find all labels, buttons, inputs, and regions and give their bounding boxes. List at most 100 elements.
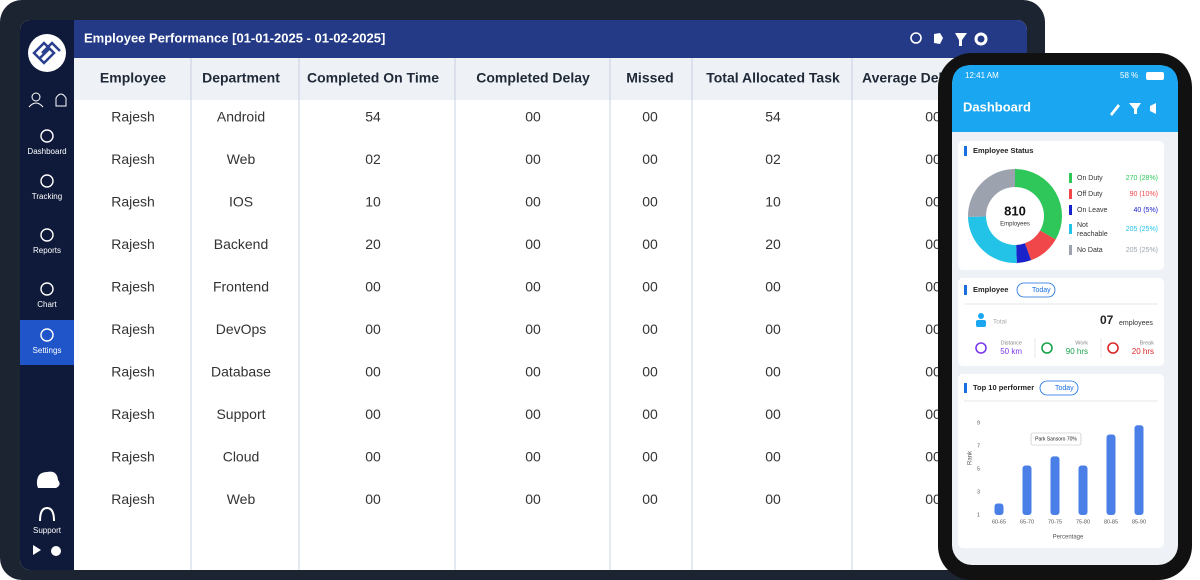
nav-label[interactable]: Tracking (32, 192, 62, 201)
nav-icon[interactable] (40, 174, 54, 188)
edit-icon[interactable] (1110, 104, 1120, 116)
table-cell: 54 (765, 109, 781, 125)
table-cell: Rajesh (111, 321, 155, 337)
table-cell: Rajesh (111, 151, 155, 167)
status-time: 12:41 AM (965, 71, 999, 80)
legend-swatch (1069, 173, 1072, 183)
table-cell: Database (211, 364, 271, 380)
card-marker (964, 285, 967, 295)
bar-chart: 1 3 5 7 9 Rank 60-65 65-70 70-75 75-80 80-85 85-90 P… (968, 420, 1146, 540)
table-cell: 00 (765, 321, 781, 337)
filter-icon[interactable] (1129, 103, 1141, 114)
legend-value: 40 (5%) (1133, 207, 1158, 214)
column-header: Completed Delay (476, 70, 590, 86)
star-icon[interactable] (934, 33, 943, 44)
legend-swatch (1069, 224, 1072, 234)
donut-total-label: Employees (1000, 222, 1030, 228)
legend-label: Not reachable (1077, 222, 1108, 238)
nav-label[interactable]: Dashboard (27, 147, 66, 156)
card-title: Employee Status (973, 146, 1033, 155)
table-cell: 00 (525, 151, 541, 167)
table-cell: Rajesh (111, 236, 155, 252)
status-battery: 58 % (1120, 71, 1138, 80)
table-cell: Rajesh (111, 364, 155, 380)
donut-chart: On Duty 270 (28%) Off Duty 90 (10%) On Leave… (968, 169, 1158, 263)
support-icon[interactable] (39, 506, 55, 522)
table-cell: 00 (925, 449, 941, 465)
stat-value: 50 km (1000, 347, 1022, 356)
table-cell: 00 (765, 406, 781, 422)
table-cell: 00 (365, 406, 381, 422)
table-cell: 00 (525, 279, 541, 295)
announce-icon[interactable] (1150, 103, 1156, 114)
filter-label[interactable]: Today (1055, 385, 1074, 392)
column-header: Average Delay (862, 70, 958, 86)
nav-icon[interactable] (40, 282, 54, 296)
table-cell: 00 (642, 406, 658, 422)
x-tick-label: 85-90 (1132, 519, 1146, 525)
table-cell: 00 (642, 109, 658, 125)
nav-label[interactable]: Settings (33, 346, 62, 355)
legend-value: 205 (25%) (1126, 226, 1158, 233)
table-cell: 00 (925, 364, 941, 380)
table-cell: IOS (229, 194, 253, 210)
nav-icon[interactable] (40, 328, 54, 342)
table-cell: 00 (642, 236, 658, 252)
search-icon[interactable] (910, 32, 922, 44)
y-axis-label: Rank (968, 450, 974, 465)
table-cell: 00 (525, 449, 541, 465)
app-store-icon[interactable] (51, 546, 61, 556)
table-cell: 20 (365, 236, 381, 252)
table-cell: Support (216, 406, 265, 422)
stat-value: 20 hrs (1132, 347, 1154, 356)
column-header: Total Allocated Task (706, 70, 840, 86)
table-cell: 00 (365, 491, 381, 507)
user-icon[interactable] (31, 92, 41, 102)
header-bar (74, 20, 1027, 58)
table-cell: 20 (765, 236, 781, 252)
card-title: Top 10 performer (973, 383, 1034, 392)
settings-icon[interactable] (974, 32, 988, 46)
filter-label[interactable]: Today (1032, 287, 1051, 294)
table-cell: 00 (525, 321, 541, 337)
user-icon-body (28, 102, 44, 108)
filter-pill[interactable] (1039, 380, 1079, 396)
nav-icon[interactable] (40, 129, 54, 143)
sidebar-active (20, 320, 74, 365)
phone-title: Dashboard (963, 99, 1031, 114)
table-cell: 00 (365, 321, 381, 337)
table-cell: 00 (925, 491, 941, 507)
table-cell: Android (217, 109, 265, 125)
bar (994, 503, 1004, 515)
table-cell: Frontend (213, 279, 269, 295)
filter-pill[interactable] (1016, 282, 1056, 298)
y-tick-label: 1 (977, 512, 980, 518)
bar (1078, 465, 1088, 515)
donut-segment (1015, 169, 1062, 240)
bell-icon[interactable] (55, 93, 67, 107)
table-cell: Rajesh (111, 194, 155, 210)
play-store-icon[interactable] (33, 545, 41, 555)
total-unit: employees (1119, 320, 1153, 327)
table-cell: 00 (642, 279, 658, 295)
cloud-icon[interactable] (36, 471, 60, 488)
support-label[interactable]: Support (33, 526, 62, 535)
filter-icon[interactable] (955, 33, 967, 46)
nav-label[interactable]: Chart (37, 300, 57, 309)
table-cell: 00 (525, 364, 541, 380)
x-tick-label: 60-65 (992, 519, 1006, 525)
table-cell: 00 (765, 491, 781, 507)
x-tick-label: 70-75 (1048, 519, 1062, 525)
sidebar-nav: Dashboard Tracking Reports Chart Settings (27, 129, 67, 355)
column-header: Department (202, 70, 280, 86)
table-cell: 00 (642, 449, 658, 465)
nav-icon[interactable] (40, 228, 54, 242)
table-cell: 00 (525, 491, 541, 507)
legend-label: On Leave (1077, 207, 1107, 214)
nav-label[interactable]: Reports (33, 246, 61, 255)
stat-label: Work (1075, 340, 1088, 346)
legend-label: On Duty (1077, 175, 1103, 182)
y-tick-label: 7 (977, 443, 980, 449)
